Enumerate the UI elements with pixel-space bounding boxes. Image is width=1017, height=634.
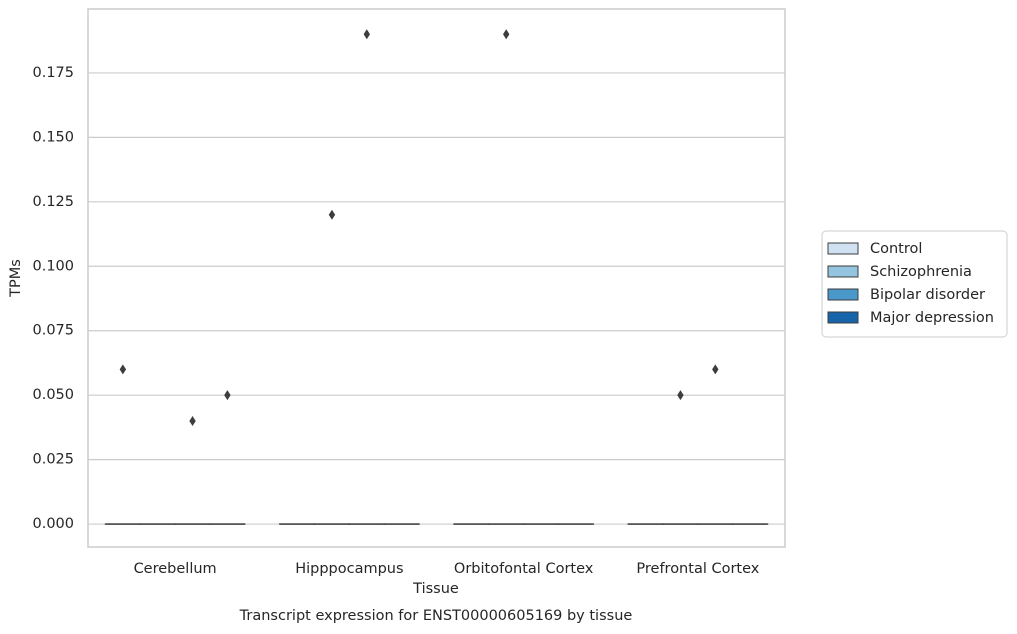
y-tick-label: 0.000 — [32, 516, 74, 532]
y-tick-label: 0.025 — [32, 452, 74, 468]
x-tick-label: Prefrontal Cortex — [636, 561, 759, 577]
x-axis-label: Tissue — [412, 581, 459, 597]
y-tick-label: 0.125 — [32, 194, 74, 210]
x-tick-label: Hipppocampus — [295, 561, 403, 577]
outlier — [224, 390, 231, 401]
outlier — [503, 29, 510, 40]
outlier — [119, 364, 127, 375]
y-tick-label: 0.100 — [32, 258, 74, 274]
y-axis-label: TPMs — [8, 259, 24, 298]
x-tick-label: Cerebellum — [134, 561, 217, 577]
outlier — [712, 364, 719, 375]
plot-frame — [87, 8, 786, 548]
chart-title: Transcript expression for ENST0000060516… — [239, 608, 633, 624]
y-tick-label: 0.150 — [32, 129, 74, 145]
legend-label: Bipolar disorder — [870, 287, 985, 303]
legend-label: Schizophrenia — [870, 264, 972, 280]
legend-swatch — [827, 288, 859, 301]
outlier — [363, 29, 370, 40]
legend-label: Major depression — [870, 310, 994, 326]
y-tick-label: 0.175 — [32, 65, 74, 81]
outlier — [677, 390, 684, 401]
legend-swatch — [827, 311, 859, 324]
y-tick-label: 0.075 — [32, 323, 74, 339]
outlier — [328, 209, 336, 220]
outlier — [189, 415, 196, 426]
legend-swatch — [827, 265, 859, 278]
y-tick-label: 0.050 — [32, 387, 74, 403]
x-tick-label: Orbitofontal Cortex — [454, 561, 594, 577]
legend-swatch — [827, 242, 859, 255]
legend-frame — [821, 230, 1008, 338]
legend-label: Control — [870, 241, 922, 257]
